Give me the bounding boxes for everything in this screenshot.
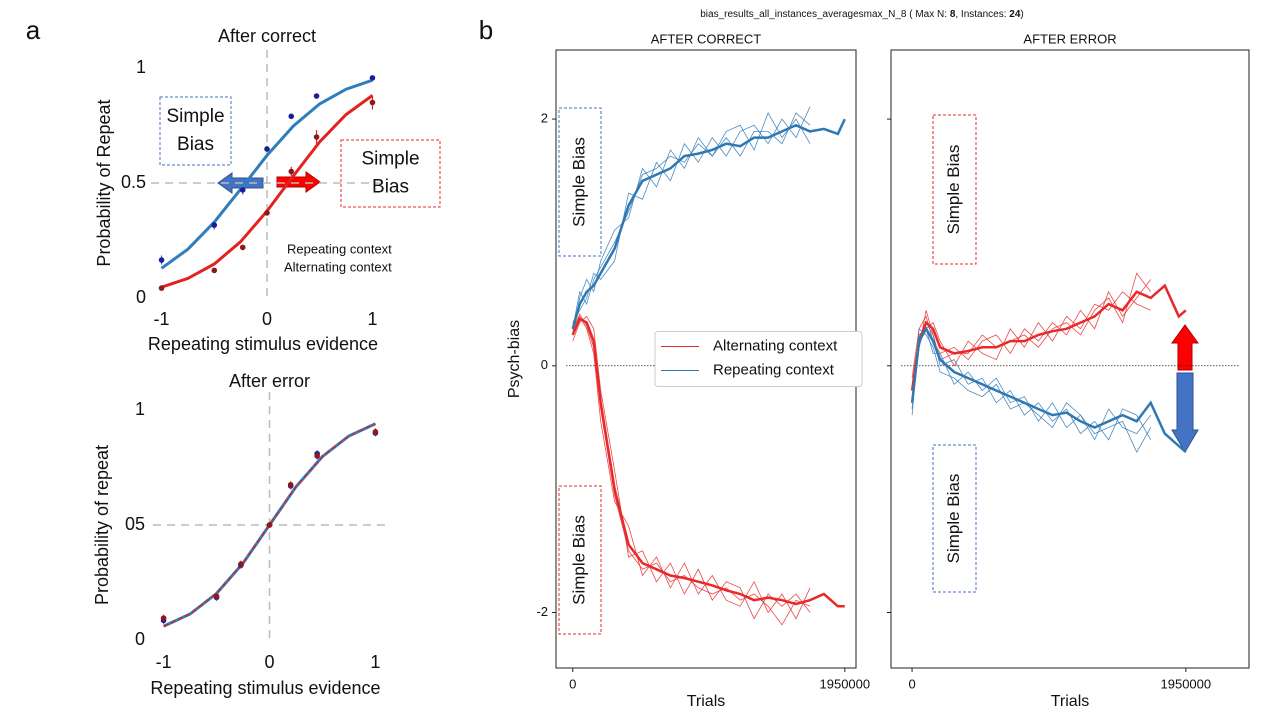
- data-point: [313, 93, 320, 99]
- data-point: [211, 222, 218, 228]
- x-tick-label: 0: [569, 676, 576, 691]
- data-point: [158, 257, 165, 263]
- data-point: [313, 134, 320, 140]
- x-axis-label: Repeating stimulus evidence: [150, 678, 380, 698]
- data-point: [266, 522, 273, 528]
- instance-line: [911, 279, 1152, 379]
- y-tick-label: 0: [136, 287, 146, 307]
- data-point: [314, 453, 320, 459]
- instance-line: [572, 106, 811, 323]
- y-axis-label: Psych-bias: [506, 320, 523, 398]
- header-part: 8: [950, 9, 956, 20]
- chart-title: After error: [229, 371, 310, 391]
- data-point: [239, 244, 246, 251]
- y-tick-label: 2: [541, 111, 548, 126]
- mean-line: [910, 326, 1187, 454]
- chart-title: AFTER ERROR: [1023, 31, 1116, 46]
- y-tick-label: 0: [135, 629, 145, 649]
- instance-line: [572, 112, 811, 329]
- data-point: [288, 113, 295, 120]
- x-tick-label: -1: [156, 652, 172, 672]
- data-point: [213, 593, 220, 600]
- y-tick-label: 05: [125, 514, 145, 534]
- fit-curve: [163, 423, 376, 627]
- x-axis-label: Repeating stimulus evidence: [148, 334, 378, 354]
- panel-label: b: [479, 15, 493, 45]
- x-tick-label: 1950000: [1161, 676, 1212, 691]
- instance-line: [572, 111, 811, 335]
- header-part: ): [1020, 9, 1023, 20]
- mean-line: [571, 317, 845, 608]
- y-tick-label: 0.5: [121, 172, 146, 192]
- y-tick-label: -2: [536, 604, 548, 619]
- data-point: [211, 267, 218, 274]
- annotation-box: [558, 485, 602, 635]
- chart-title: AFTER CORRECT: [651, 31, 762, 46]
- annotation-text: Simple Bias: [944, 145, 963, 235]
- annotation-text: Bias: [372, 177, 409, 198]
- fit-curve: [160, 78, 373, 270]
- data-point: [288, 168, 295, 175]
- y-axis-label: Probability of Repeat: [94, 99, 114, 266]
- x-axis-label: Trials: [687, 693, 726, 710]
- legend-label: Repeating context: [287, 241, 392, 256]
- y-tick-label: 1: [135, 399, 145, 419]
- annotation-box: [340, 139, 441, 208]
- legend-label: Alternating context: [284, 259, 392, 274]
- x-tick-label: 1: [370, 652, 380, 672]
- legend-label: Alternating context: [713, 337, 838, 354]
- annotation-text: Simple Bias: [944, 474, 963, 564]
- figure-header: bias_results_all_instances_averagesmax_N…: [700, 9, 1024, 20]
- data-point: [372, 429, 379, 435]
- annotation-box: [932, 114, 977, 265]
- annotation-text: Simple Bias: [569, 515, 588, 605]
- instance-line: [911, 321, 1152, 441]
- annotation-text: Simple: [361, 149, 419, 170]
- data-point: [160, 615, 167, 621]
- data-point: [239, 187, 246, 193]
- data-point: [369, 75, 376, 81]
- header-part: , Instances:: [955, 9, 1009, 20]
- data-point: [158, 285, 165, 291]
- header-part: 24: [1009, 9, 1021, 20]
- shift-arrow: [1171, 372, 1199, 453]
- data-point: [287, 481, 294, 488]
- legend-box: [654, 331, 863, 387]
- x-tick-label: -1: [154, 309, 170, 329]
- instance-line: [911, 272, 1152, 391]
- x-tick-label: 0: [908, 676, 915, 691]
- header-part: bias_results_all_instances_averagesmax_N…: [700, 9, 950, 20]
- annotation-text: Simple: [166, 106, 224, 127]
- instance-line: [911, 327, 1152, 453]
- x-tick-label: 0: [264, 652, 274, 672]
- instance-line: [911, 328, 1152, 441]
- y-tick-label: 1: [136, 57, 146, 77]
- x-tick-label: 1: [367, 309, 377, 329]
- shift-arrow: [1171, 324, 1199, 371]
- plot-frame: [890, 49, 1250, 669]
- data-point: [264, 210, 270, 216]
- annotation-text: Bias: [177, 134, 214, 155]
- annotation-box: [159, 96, 232, 166]
- legend-label: Repeating context: [713, 361, 835, 378]
- x-axis-label: Trials: [1051, 693, 1090, 710]
- shift-arrow: [276, 171, 321, 193]
- mean-line: [910, 283, 1187, 391]
- mean-line: [571, 118, 846, 330]
- chart-title: After correct: [218, 26, 316, 46]
- y-tick-label: 0: [541, 357, 548, 372]
- panel-label: a: [26, 15, 41, 45]
- annotation-box: [558, 107, 602, 257]
- y-axis-label: Probability of repeat: [92, 445, 112, 605]
- annotation-box: [932, 444, 977, 593]
- data-point: [238, 561, 244, 567]
- data-point: [369, 99, 376, 106]
- instance-line: [572, 315, 811, 620]
- data-point: [264, 146, 270, 152]
- x-tick-label: 0: [262, 309, 272, 329]
- annotation-text: Simple Bias: [569, 137, 588, 227]
- x-tick-label: 1950000: [820, 676, 871, 691]
